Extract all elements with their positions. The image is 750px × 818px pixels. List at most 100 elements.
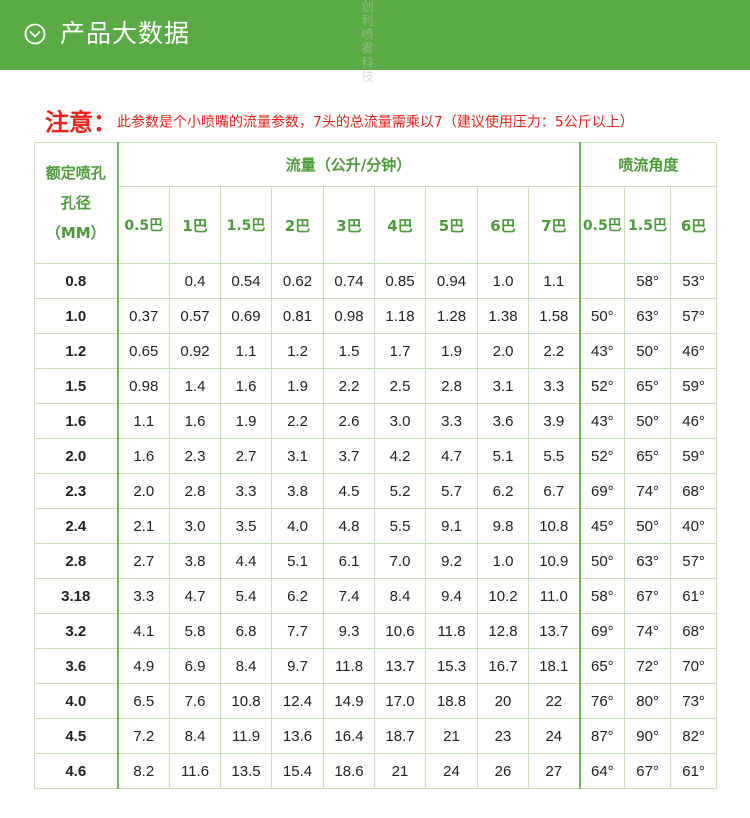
angle-cell: 45° <box>578 508 626 544</box>
flow-cell: 14.9 <box>323 683 375 719</box>
flow-cell: 18.1 <box>527 648 581 684</box>
angle-cell: 68° <box>670 473 718 509</box>
flow-cell: 9.3 <box>323 613 375 649</box>
flow-cell: 22 <box>527 683 581 719</box>
angle-cell: 65° <box>578 648 626 684</box>
flow-cell: 1.9 <box>220 403 272 439</box>
flow-cell: 0.62 <box>271 263 324 299</box>
nozzle-size-cell: 1.6 <box>34 403 119 439</box>
flow-cell: 0.74 <box>323 263 375 299</box>
flow-cell: 0.98 <box>117 368 170 404</box>
flow-cell: 16.4 <box>323 718 375 754</box>
angle-cell: 50° <box>578 298 626 334</box>
flow-rate-header: 流量（公升/分钟） <box>116 142 581 187</box>
notice-label: 注意： <box>45 108 117 137</box>
flow-cell: 8.4 <box>220 648 272 684</box>
flow-cell: 10.6 <box>374 613 426 649</box>
flow-pressure-header: 6巴 <box>477 186 529 264</box>
nozzle-size-cell: 2.0 <box>34 438 119 474</box>
flow-cell: 1.6 <box>169 403 221 439</box>
angle-cell: 80° <box>624 683 672 719</box>
flow-pressure-header: 7巴 <box>527 186 581 264</box>
angle-cell: 68° <box>670 613 718 649</box>
flow-cell: 0.81 <box>271 298 324 334</box>
flow-cell: 2.8 <box>425 368 478 404</box>
flow-cell: 1.4 <box>169 368 221 404</box>
table-row: 2.4 2.1 3.0 3.5 4.0 4.8 5.5 9.1 9.8 10.8 45° 50° 40° <box>34 508 718 544</box>
angle-cell: 50° <box>624 508 672 544</box>
nozzle-size-cell: 1.2 <box>34 333 119 369</box>
flow-cell: 4.9 <box>117 648 170 684</box>
flow-cell: 6.9 <box>169 648 221 684</box>
flow-cell: 5.4 <box>220 578 272 614</box>
angle-cell: 50° <box>578 543 626 579</box>
table-row: 4.5 7.2 8.4 11.9 13.6 16.4 18.7 21 23 24 87° 90° 82° <box>34 718 718 754</box>
flow-cell: 13.5 <box>220 753 272 789</box>
angle-cell: 65° <box>624 368 672 404</box>
flow-cell: 7.4 <box>323 578 375 614</box>
flow-cell: 1.28 <box>425 298 478 334</box>
angle-cell: 67° <box>624 578 672 614</box>
flow-cell: 1.6 <box>220 368 272 404</box>
flow-cell: 17.0 <box>374 683 426 719</box>
nozzle-size-cell: 3.6 <box>34 648 119 684</box>
flow-cell: 4.1 <box>117 613 170 649</box>
angle-cell: 69° <box>578 613 626 649</box>
flow-cell: 18.7 <box>374 718 426 754</box>
table-row: 1.2 0.65 0.92 1.1 1.2 1.5 1.7 1.9 2.0 2.2 43° 50° 46… <box>34 333 718 369</box>
flow-cell: 10.2 <box>477 578 529 614</box>
table-row: 4.0 6.5 7.6 10.8 12.4 14.9 17.0 18.8 20 22 76° 80° 7… <box>34 683 718 719</box>
table-row: 3.6 4.9 6.9 8.4 9.7 11.8 13.7 15.3 16.7 18.1 65° 72… <box>34 648 718 684</box>
flow-cell: 3.9 <box>527 403 581 439</box>
flow-cell: 2.2 <box>527 333 581 369</box>
flow-cell: 11.0 <box>527 578 581 614</box>
flow-cell: 3.3 <box>220 473 272 509</box>
flow-cell: 0.98 <box>323 298 375 334</box>
angle-pressure-header: 1.5巴 <box>624 186 672 264</box>
spec-table: 额定喷孔 孔径 （MM） 流量（公升/分钟） 喷流角度 0.5巴 1巴 1.5巴 2巴 3巴… <box>34 142 718 789</box>
table-row: 3.2 4.1 5.8 6.8 7.7 9.3 10.6 11.8 12.8 13.7 69° 74°… <box>34 613 718 649</box>
angle-cell: 76° <box>578 683 626 719</box>
angle-cell: 46° <box>670 403 718 439</box>
angle-cell: 73° <box>670 683 718 719</box>
flow-cell: 1.9 <box>425 333 478 369</box>
flow-cell: 18.8 <box>425 683 478 719</box>
table-row: 1.6 1.1 1.6 1.9 2.2 2.6 3.0 3.3 3.6 3.9 43° 50° 46° <box>34 403 718 439</box>
flow-cell: 0.54 <box>220 263 272 299</box>
flow-cell: 1.58 <box>527 298 581 334</box>
flow-cell: 4.0 <box>271 508 324 544</box>
flow-cell: 3.6 <box>477 403 529 439</box>
flow-cell: 2.0 <box>477 333 529 369</box>
flow-cell: 7.0 <box>374 543 426 579</box>
flow-cell: 20 <box>477 683 529 719</box>
angle-cell: 87° <box>578 718 626 754</box>
flow-cell: 6.2 <box>271 578 324 614</box>
flow-cell: 1.2 <box>271 333 324 369</box>
angle-cell: 63° <box>624 298 672 334</box>
angle-cell: 61° <box>670 753 718 789</box>
nozzle-size-cell: 1.0 <box>34 298 119 334</box>
angle-cell: 74° <box>624 473 672 509</box>
flow-cell: 5.1 <box>477 438 529 474</box>
angle-cell: 69° <box>578 473 626 509</box>
section-header: 产品大数据 <box>0 0 750 70</box>
flow-cell: 3.1 <box>477 368 529 404</box>
flow-cell: 23 <box>477 718 529 754</box>
flow-pressure-header: 0.5巴 <box>117 186 170 264</box>
nozzle-size-cell: 3.2 <box>34 613 119 649</box>
flow-cell: 2.8 <box>169 473 221 509</box>
flow-cell: 0.37 <box>117 298 170 334</box>
nozzle-size-cell: 2.8 <box>34 543 119 579</box>
angle-cell: 74° <box>624 613 672 649</box>
flow-cell: 6.1 <box>323 543 375 579</box>
flow-cell: 0.94 <box>425 263 478 299</box>
flow-cell: 5.5 <box>374 508 426 544</box>
flow-cell: 15.4 <box>271 753 324 789</box>
angle-cell: 82° <box>670 718 718 754</box>
flow-cell: 2.1 <box>117 508 170 544</box>
flow-pressure-header: 2巴 <box>271 186 324 264</box>
flow-cell: 2.7 <box>117 543 170 579</box>
angle-cell: 61° <box>670 578 718 614</box>
angle-cell: 57° <box>670 298 718 334</box>
nozzle-size-cell: 2.3 <box>34 473 119 509</box>
